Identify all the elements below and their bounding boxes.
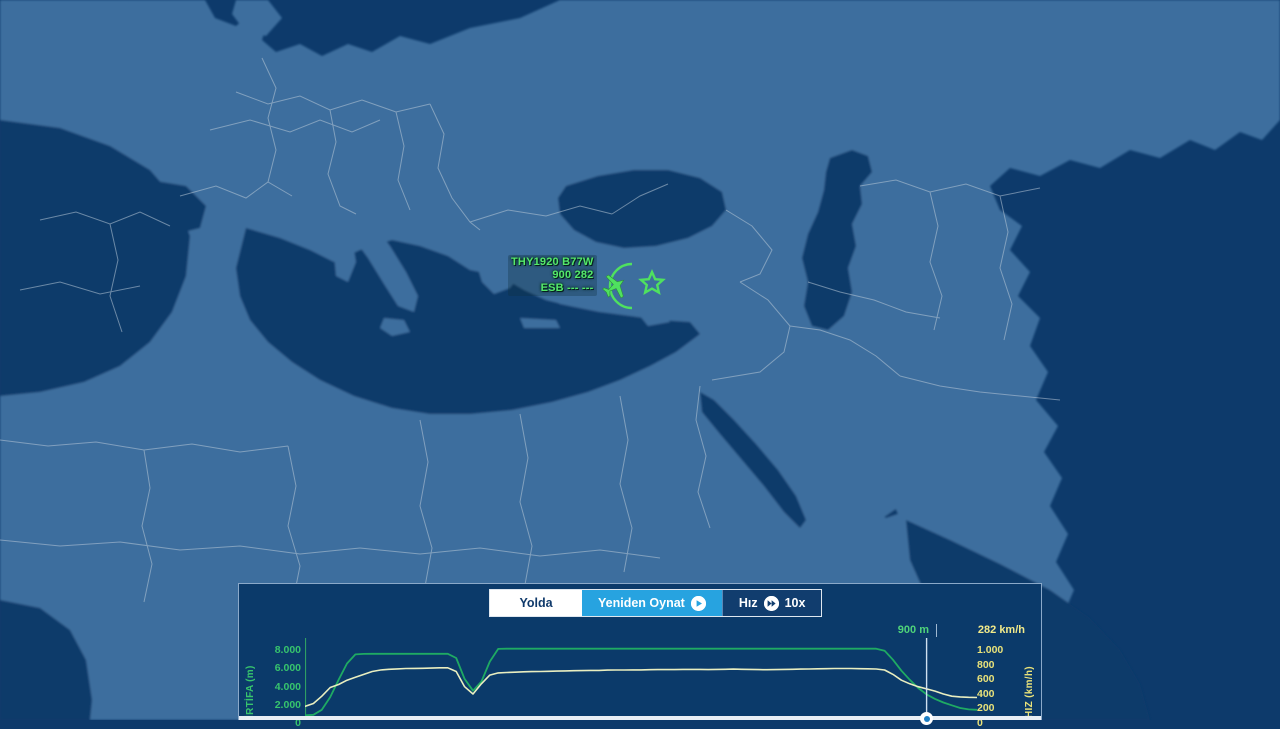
- axis-tick: 200: [977, 702, 995, 715]
- chart-series-altitude: [305, 647, 977, 717]
- timeline-scrubber-handle[interactable]: [920, 712, 934, 725]
- axis-tick: 800: [977, 658, 995, 671]
- fast-forward-icon: [763, 595, 779, 611]
- speed-value: 10x: [784, 596, 806, 610]
- replay-label: Yeniden Oynat: [598, 596, 685, 610]
- axis-tick: 600: [977, 673, 995, 686]
- timeline-track[interactable]: [239, 716, 1041, 720]
- flight-label-altitude-speed: 900 282: [552, 269, 594, 281]
- flight-playback-panel: Yolda Yeniden Oynat Hız 10x 900 m 282 km…: [238, 583, 1042, 728]
- axis-tick: 6.000: [274, 662, 301, 675]
- chart-series-speed: [305, 666, 977, 708]
- flight-profile-chart[interactable]: 900 m 282 km/h İRTİFA (m) HIZ (km/h) 8.0…: [239, 624, 1041, 728]
- speed-label: Hız: [738, 596, 758, 610]
- chart-svg: [305, 638, 977, 720]
- axis-tick: 4.000: [274, 680, 301, 693]
- country-borders: [0, 57, 1061, 649]
- altitude-readout: 900 m: [897, 624, 929, 636]
- playback-speed-button[interactable]: Hız 10x: [721, 590, 822, 616]
- speed-readout: 282 km/h: [977, 624, 1025, 636]
- playback-toolbar: Yolda Yeniden Oynat Hız 10x: [489, 589, 823, 617]
- readout-divider: [936, 624, 937, 637]
- altitude-axis-label: İRTİFA (m): [245, 665, 256, 718]
- flight-label[interactable]: THY1920 B77W 900 282 ESB --- ---: [508, 255, 597, 296]
- chart-readout: 900 m 282 km/h: [239, 624, 1041, 640]
- axis-tick: 400: [977, 687, 995, 700]
- flight-label-callsign: THY1920 B77W: [511, 256, 594, 268]
- speed-axis-label: HIZ (km/h): [1024, 666, 1035, 718]
- axis-tick: 2.000: [274, 698, 301, 711]
- chart-plot-area[interactable]: [305, 638, 977, 720]
- play-icon: [690, 595, 706, 611]
- axis-tick: 8.000: [274, 644, 301, 657]
- replay-button[interactable]: Yeniden Oynat: [582, 590, 722, 616]
- flight-status-segment[interactable]: Yolda: [490, 590, 582, 616]
- flight-status-label: Yolda: [519, 596, 553, 610]
- axis-tick: 1.000: [977, 644, 1004, 657]
- flight-label-route: ESB --- ---: [540, 282, 594, 294]
